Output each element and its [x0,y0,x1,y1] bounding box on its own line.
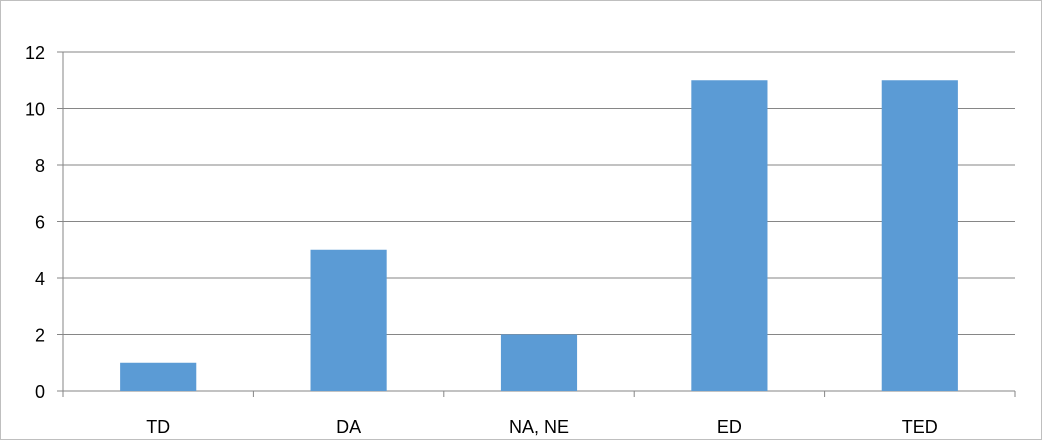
y-tick-label: 0 [35,382,45,402]
x-tick-labels: TD DA NA, NE ED TED [146,417,938,437]
x-tick-label: ED [717,417,742,437]
y-tick-label: 8 [35,156,45,176]
gridlines [63,51,1015,335]
bar-da [310,249,387,391]
x-tick-label: TED [902,417,938,437]
y-tick-label: 10 [25,100,45,120]
y-tick-labels: 0 2 4 6 8 10 12 [25,43,45,402]
y-tick-label: 4 [35,269,45,289]
bar-ted [881,80,958,391]
y-tick-label: 2 [35,326,45,346]
x-tick-label: NA, NE [509,417,569,437]
y-tick-label: 6 [35,213,45,233]
bar-na-ne [500,334,578,391]
x-tick-label: TD [146,417,170,437]
bar-td [120,362,197,391]
x-tick-label: DA [336,417,361,437]
bars [120,80,958,391]
y-tick-label: 12 [25,43,45,63]
bar-ed [691,80,768,391]
